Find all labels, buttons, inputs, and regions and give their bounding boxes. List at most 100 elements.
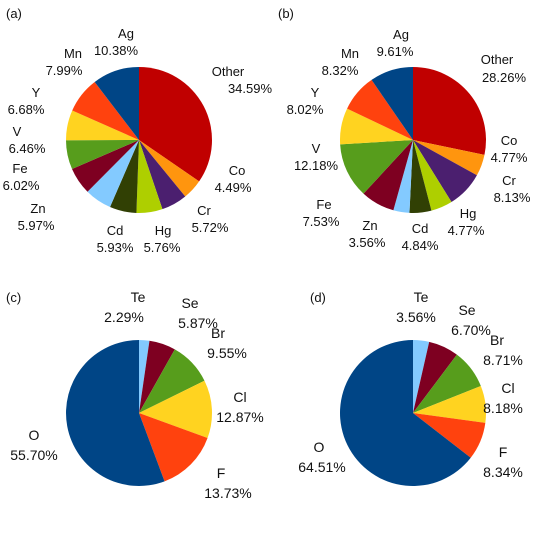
slice-name-label: Cl <box>501 380 514 396</box>
pie-chart-a: (a) Other 34.59% Co 4.49% Cr 5.72% Hg 5.76% Cd 5.9… <box>3 6 273 255</box>
slice-value-label: 7.99% <box>46 63 83 78</box>
pie-slice-se <box>413 341 457 413</box>
pie-slice-hg <box>413 140 452 211</box>
slice-value-label: 8.34% <box>483 464 523 480</box>
slice-name-label: Se <box>181 295 198 311</box>
slice-value-label: 6.68% <box>8 102 45 117</box>
pie-slice-ag <box>94 67 139 140</box>
slice-value-label: 8.18% <box>483 400 523 416</box>
pie-slice-f <box>139 413 208 482</box>
pie-slice-co <box>413 140 485 176</box>
slice-value-label: 4.49% <box>215 180 252 195</box>
slice-name-label: Cr <box>502 173 516 188</box>
slice-value-label: 2.29% <box>104 309 144 325</box>
pie-chart-b: (b) Other 28.26% Co 4.77% Cr 8.13% Hg 4.77% Cd 4.8… <box>278 6 531 253</box>
pie-slice-v <box>340 140 413 194</box>
slice-name-label: O <box>29 427 40 443</box>
slice-name-label: Mn <box>64 46 82 61</box>
pie-slice-co <box>139 140 200 197</box>
slice-name-label: Mn <box>341 46 359 61</box>
pie-slice-zn <box>393 140 413 213</box>
pie-slice-other <box>413 67 486 155</box>
pie-slice-y <box>65 110 139 141</box>
slice-value-label: 5.93% <box>97 240 134 255</box>
slice-name-label: Hg <box>460 206 477 221</box>
slice-value-label: 5.87% <box>178 315 218 331</box>
panel-label: (c) <box>6 290 21 305</box>
slice-name-label: Hg <box>155 223 172 238</box>
pie-slice-y <box>339 108 413 145</box>
slice-name-label: Se <box>458 302 475 318</box>
slice-name-label: Br <box>211 325 225 341</box>
slice-name-label: Fe <box>316 197 331 212</box>
slice-value-label: 12.18% <box>294 158 339 173</box>
slice-value-label: 3.56% <box>349 235 386 250</box>
pie-slice-fe <box>72 140 139 192</box>
slice-name-label: Zn <box>30 201 45 216</box>
pie-slice-br <box>413 354 481 413</box>
slice-name-label: Cd <box>107 223 124 238</box>
pie-slice-mn <box>347 79 413 140</box>
pie-chart-d: (d) Te 3.56% Se 6.70%Br 8.71% Cl 8.18% F 8.34% O 64… <box>298 289 523 486</box>
slice-name-label: Cd <box>412 221 429 236</box>
slice-name-label: Co <box>229 163 246 178</box>
pie-slice-fe <box>363 140 413 211</box>
slice-name-label: Y <box>311 85 320 100</box>
slice-value-label: 8.32% <box>322 63 359 78</box>
slice-name-label: Cr <box>197 203 211 218</box>
slice-value-label: 28.26% <box>482 70 527 85</box>
pie-slice-te <box>413 340 430 413</box>
slice-value-label: 4.77% <box>491 150 528 165</box>
slice-value-label: 13.73% <box>204 485 251 501</box>
pie-slice-other <box>139 67 212 182</box>
pie-slice-cd <box>110 140 139 213</box>
slice-name-label: Te <box>131 289 146 305</box>
slice-name-label: Other <box>212 64 245 79</box>
pie-slice-br <box>139 349 205 413</box>
pie-slice-o <box>340 340 471 486</box>
pie-slice-cl <box>139 380 212 439</box>
pie-slice-te <box>139 340 150 413</box>
slice-value-label: 9.55% <box>207 345 247 361</box>
slice-name-label: Co <box>501 133 518 148</box>
pie-slice-v <box>66 140 139 170</box>
slice-name-label: Te <box>414 289 429 305</box>
pie-slice-cr <box>413 140 477 203</box>
slice-name-label: F <box>217 465 226 481</box>
panel-label: (b) <box>278 6 294 21</box>
slice-value-label: 5.97% <box>18 218 55 233</box>
slice-name-label: Br <box>490 332 504 348</box>
pie-slice-cl <box>413 386 486 423</box>
slice-value-label: 9.61% <box>377 44 414 59</box>
slice-value-label: 10.38% <box>94 43 139 58</box>
pie-slice-ag <box>371 67 413 140</box>
slice-name-label: Zn <box>362 218 377 233</box>
slice-value-label: 4.77% <box>448 223 485 238</box>
pie-slice-zn <box>87 140 139 207</box>
slice-name-label: O <box>314 439 325 455</box>
slice-value-label: 55.70% <box>10 447 57 463</box>
slice-name-label: Ag <box>393 27 409 42</box>
slice-value-label: 5.76% <box>144 240 181 255</box>
slice-name-label: Ag <box>118 26 134 41</box>
slice-name-label: V <box>13 124 22 139</box>
slice-value-label: 8.71% <box>483 352 523 368</box>
slice-value-label: 8.02% <box>287 102 324 117</box>
slice-value-label: 6.46% <box>9 141 46 156</box>
slice-value-label: 8.13% <box>494 190 531 205</box>
slice-name-label: Other <box>481 52 514 67</box>
slice-value-label: 7.53% <box>303 214 340 229</box>
pie-slice-cr <box>139 140 186 210</box>
slice-value-label: 3.56% <box>396 309 436 325</box>
pie-slice-f <box>413 413 486 458</box>
slice-value-label: 4.84% <box>402 238 439 253</box>
pie-slice-cd <box>409 140 432 213</box>
panel-label: (d) <box>310 290 326 305</box>
panel-label: (a) <box>6 6 22 21</box>
pie-chart-c: (c) Te 2.29% Se 5.87%Br 9.55% Cl 12.87% F 13.73% O… <box>6 289 264 501</box>
slice-name-label: F <box>499 444 508 460</box>
slice-name-label: Fe <box>12 161 27 176</box>
slice-value-label: 6.02% <box>3 178 40 193</box>
pie-slice-mn <box>72 81 139 140</box>
